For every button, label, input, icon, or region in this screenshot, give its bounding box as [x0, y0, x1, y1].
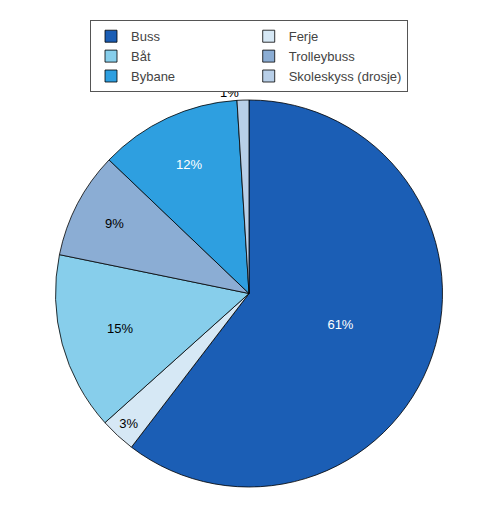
svg-text:12%: 12%: [176, 157, 202, 172]
svg-text:1%: 1%: [220, 85, 239, 101]
svg-text:Trolleybuss: Trolleybuss: [289, 49, 355, 64]
svg-text:Buss: Buss: [131, 29, 160, 44]
svg-text:61%: 61%: [327, 317, 353, 332]
svg-text:9%: 9%: [105, 216, 124, 231]
svg-text:3%: 3%: [119, 416, 138, 431]
svg-text:Bybane: Bybane: [131, 69, 175, 84]
svg-text:Skoleskyss (drosje): Skoleskyss (drosje): [289, 69, 402, 84]
svg-text:Båt: Båt: [131, 49, 151, 64]
svg-text:15%: 15%: [107, 321, 133, 336]
svg-text:Ferje: Ferje: [289, 29, 319, 44]
